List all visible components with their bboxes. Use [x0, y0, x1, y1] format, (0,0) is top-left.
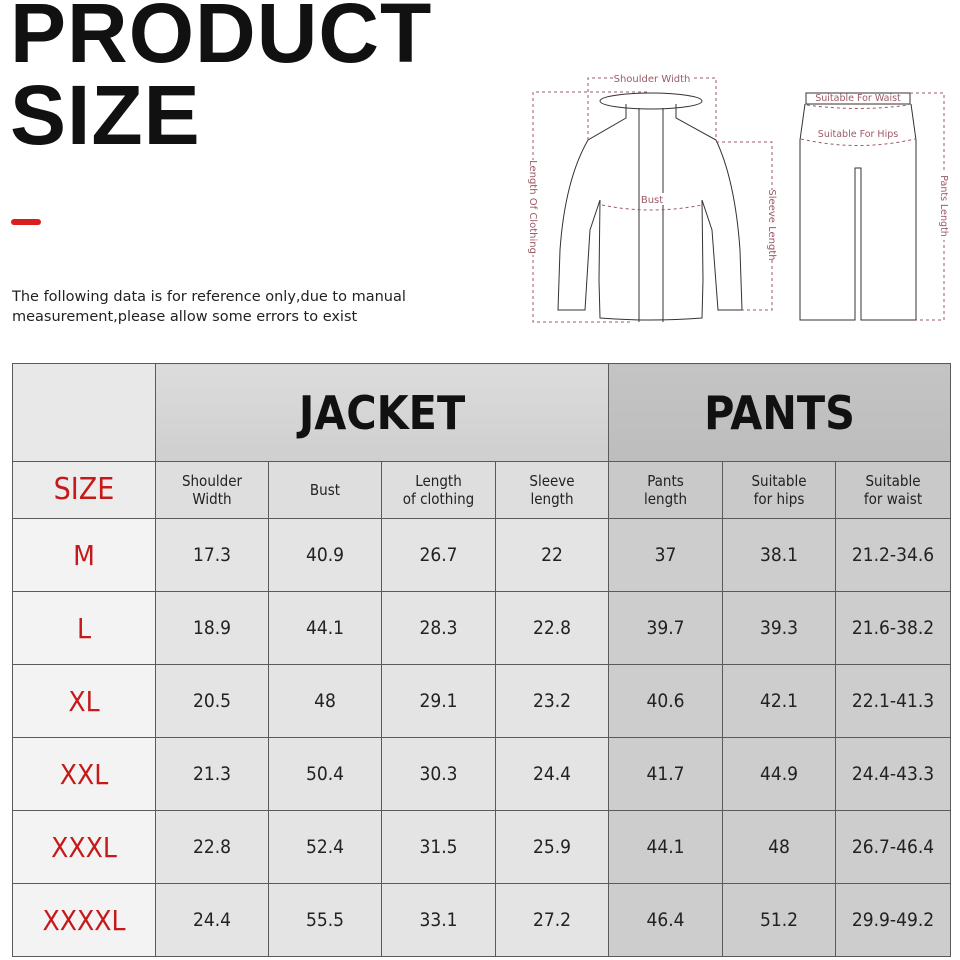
value-cell: 21.3	[155, 737, 269, 811]
column-header-line: Shoulder	[181, 472, 243, 490]
value-cell: 21.6-38.2	[834, 591, 952, 665]
value-cell: 22.1-41.3	[834, 664, 952, 738]
table-row: XXXL 22.8 52.4 31.5 25.9 44.1 48 26.7-46.4	[12, 810, 952, 884]
label-bust: Bust	[641, 195, 663, 206]
value-cell: 22.8	[495, 591, 609, 665]
value-cell: 24.4	[155, 883, 269, 957]
value-cell: 48	[722, 810, 836, 884]
value-cell: 22.8	[155, 810, 269, 884]
group-jacket: JACKET	[155, 363, 609, 462]
column-header: Shoulder Width	[155, 461, 269, 519]
column-header: Suitable for hips	[722, 461, 836, 519]
pants-guides	[800, 92, 945, 321]
value-cell: 44.9	[722, 737, 836, 811]
value-cell: 48	[268, 664, 382, 738]
value-cell: 55.5	[268, 883, 382, 957]
column-header-line: Bust	[309, 481, 341, 499]
column-header-line: Sleeve	[529, 472, 575, 490]
size-cell: M	[12, 518, 156, 592]
title-line-1: PRODUCT	[10, 0, 433, 80]
value-cell: 29.9-49.2	[834, 883, 952, 957]
jacket-drawing	[557, 92, 743, 322]
table-row: XXXXL 24.4 55.5 33.1 27.2 46.4 51.2 29.9-49.2	[12, 883, 952, 957]
value-cell: 31.5	[381, 810, 496, 884]
value-cell: 40.9	[268, 518, 382, 592]
column-header: Suitable for waist	[834, 461, 952, 519]
page-title: PRODUCT SIZE	[10, 0, 433, 162]
value-cell: 26.7	[381, 518, 496, 592]
disclaimer-note: The following data is for reference only…	[12, 287, 432, 327]
value-cell: 44.1	[608, 810, 723, 884]
column-header: Pants length	[608, 461, 723, 519]
column-header-line: Length	[415, 472, 462, 490]
value-cell: 39.3	[722, 591, 836, 665]
column-header-line: for hips	[753, 490, 805, 508]
value-cell: 40.6	[608, 664, 723, 738]
value-cell: 18.9	[155, 591, 269, 665]
corner-cell	[12, 363, 156, 462]
value-cell: 22	[495, 518, 609, 592]
column-header-line: Suitable	[865, 472, 921, 490]
column-header-line: Pants	[647, 472, 684, 490]
group-pants: PANTS	[607, 363, 952, 462]
column-header: Bust	[268, 461, 382, 519]
value-cell: 33.1	[381, 883, 496, 957]
size-cell: XXXXL	[12, 883, 156, 957]
size-cell: XL	[12, 664, 156, 738]
value-cell: 29.1	[381, 664, 496, 738]
value-cell: 41.7	[608, 737, 723, 811]
column-header-line: length	[530, 490, 574, 508]
value-cell: 23.2	[495, 664, 609, 738]
pants-drawing	[799, 92, 917, 321]
value-cell: 27.2	[495, 883, 609, 957]
column-header-row: SIZE Shoulder Width Bust Length of clothing Sl…	[12, 461, 952, 519]
value-cell: 30.3	[381, 737, 496, 811]
value-cell: 25.9	[495, 810, 609, 884]
column-header-line: for waist	[863, 490, 923, 508]
measurement-diagram: Shoulder Width Bust Length Of Clothing S…	[527, 72, 950, 323]
note-line-2: measurement,please allow some errors to …	[12, 309, 358, 325]
group-header-row: JACKET PANTS	[12, 363, 952, 462]
table-row: M 17.3 40.9 26.7 22 37 38.1 21.2-34.6	[12, 518, 952, 592]
value-cell: 51.2	[722, 883, 836, 957]
label-length-of-clothing: Length Of Clothing	[527, 160, 538, 254]
column-header-line: Width	[192, 490, 232, 508]
column-header: Length of clothing	[381, 461, 496, 519]
value-cell: 37	[608, 518, 723, 592]
label-pants-length: Pants Length	[938, 175, 949, 237]
column-header: SIZE	[12, 461, 156, 519]
size-table: JACKET PANTS SIZE Shoulder Width Bust Length…	[12, 363, 952, 957]
size-cell: XXL	[12, 737, 156, 811]
note-line-1: The following data is for reference only…	[12, 289, 406, 305]
value-cell: 28.3	[381, 591, 496, 665]
column-header: Sleeve length	[495, 461, 609, 519]
accent-bar	[11, 219, 41, 225]
value-cell: 24.4-43.3	[834, 737, 952, 811]
value-cell: 52.4	[268, 810, 382, 884]
value-cell: 38.1	[722, 518, 836, 592]
size-cell: L	[12, 591, 156, 665]
column-header-line: of clothing	[402, 490, 475, 508]
table-row: XL 20.5 48 29.1 23.2 40.6 42.1 22.1-41.3	[12, 664, 952, 738]
label-suitable-for-hips: Suitable For Hips	[818, 129, 898, 140]
value-cell: 20.5	[155, 664, 269, 738]
value-cell: 39.7	[608, 591, 723, 665]
title-line-2: SIZE	[10, 68, 201, 162]
size-cell: XXXL	[12, 810, 156, 884]
label-sleeve-length: Sleeve Length	[766, 189, 777, 260]
table-row: L 18.9 44.1 28.3 22.8 39.7 39.3 21.6-38.2	[12, 591, 952, 665]
table-row: XXL 21.3 50.4 30.3 24.4 41.7 44.9 24.4-43.3	[12, 737, 952, 811]
column-header-line: Suitable	[751, 472, 807, 490]
label-shoulder-width: Shoulder Width	[614, 74, 691, 85]
value-cell: 50.4	[268, 737, 382, 811]
value-cell: 21.2-34.6	[834, 518, 952, 592]
label-suitable-for-waist: Suitable For Waist	[815, 93, 901, 104]
value-cell: 42.1	[722, 664, 836, 738]
value-cell: 26.7-46.4	[834, 810, 952, 884]
value-cell: 24.4	[495, 737, 609, 811]
value-cell: 17.3	[155, 518, 269, 592]
value-cell: 46.4	[608, 883, 723, 957]
value-cell: 44.1	[268, 591, 382, 665]
column-header-line: length	[643, 490, 688, 508]
